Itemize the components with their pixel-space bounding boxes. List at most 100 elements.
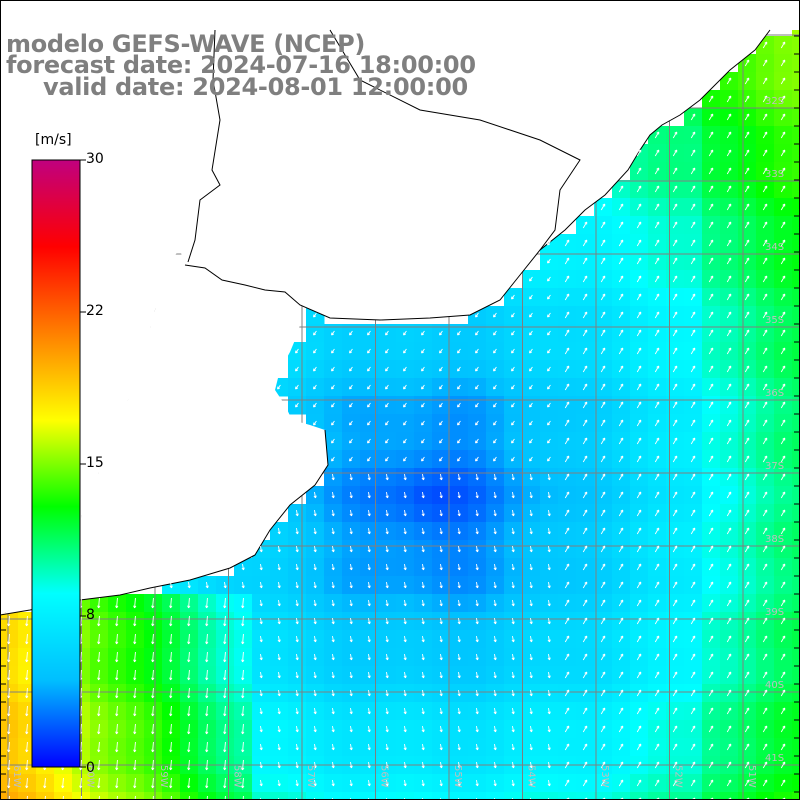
wave-arrow: [726, 329, 732, 337]
wave-arrow: [277, 581, 281, 589]
wave-arrow: [151, 633, 155, 645]
wave-arrow: [457, 348, 461, 354]
wave-arrow: [277, 671, 281, 679]
wave-arrow: [780, 383, 786, 391]
wave-arrow: [475, 384, 479, 390]
lon-label: 54W: [526, 765, 537, 788]
wave-arrow: [654, 473, 660, 481]
wave-arrow: [349, 671, 353, 679]
wave-arrow: [277, 384, 281, 390]
wave-arrow: [493, 635, 497, 643]
wave-arrow: [313, 312, 317, 318]
wave-arrow: [511, 330, 515, 336]
wave-arrow: [457, 779, 461, 787]
wave-arrow: [133, 669, 137, 681]
wave-arrow: [277, 563, 281, 571]
wave-arrow: [295, 581, 299, 589]
wave-arrow: [511, 743, 515, 751]
wave-arrow: [133, 615, 137, 627]
wave-arrow: [331, 725, 335, 733]
wave-arrow: [457, 671, 461, 679]
wave-arrow: [295, 384, 299, 390]
wave-arrow: [780, 509, 786, 517]
wave-arrow: [439, 473, 443, 481]
wave-arrow: [780, 275, 786, 283]
wave-arrow: [25, 687, 29, 699]
wave-arrow: [690, 743, 696, 751]
wave-arrow: [295, 617, 299, 625]
wave-arrow: [529, 491, 533, 499]
wave-arrow: [475, 545, 479, 553]
wave-arrow: [241, 669, 245, 681]
wave-arrow: [690, 185, 696, 193]
wave-arrow: [708, 563, 714, 571]
wave-arrow: [529, 456, 533, 462]
wave-arrow: [780, 419, 786, 427]
wave-arrow: [564, 365, 570, 373]
wave-arrow: [547, 294, 551, 300]
wave-arrow: [654, 293, 660, 301]
wave-arrow: [457, 743, 461, 751]
title-valid-date: valid date: 2024-08-01 12:00:00: [43, 73, 468, 101]
wave-arrow: [493, 581, 497, 589]
wave-arrow: [349, 707, 353, 715]
wave-arrow: [457, 635, 461, 643]
wave-arrow: [385, 366, 389, 372]
wave-arrow: [349, 366, 353, 372]
wave-arrow: [205, 633, 209, 645]
wave-arrow: [367, 653, 371, 661]
wave-arrow: [672, 401, 678, 409]
wave-arrow: [511, 402, 515, 408]
wave-arrow: [115, 669, 119, 681]
wave-arrow: [672, 185, 678, 193]
wave-arrow: [367, 384, 371, 390]
wave-arrow: [618, 185, 624, 193]
wave-arrow: [618, 635, 624, 643]
wave-arrow: [780, 491, 786, 499]
wave-arrow: [313, 509, 317, 517]
lon-label: 51W: [746, 765, 757, 788]
wave-arrow: [654, 509, 660, 517]
wave-arrow: [367, 330, 371, 336]
wave-arrow: [187, 597, 191, 609]
wave-arrow: [762, 527, 768, 535]
wave-arrow: [547, 527, 551, 535]
wave-arrow: [493, 420, 497, 426]
wave-arrow: [618, 419, 624, 427]
wave-arrow: [762, 311, 768, 319]
wave-arrow: [367, 725, 371, 733]
wave-arrow: [241, 581, 245, 589]
wave-arrow: [708, 455, 714, 463]
wave-arrow: [564, 671, 570, 679]
wave-arrow: [547, 312, 551, 318]
wave-arrow: [690, 293, 696, 301]
wave-arrow: [349, 563, 353, 571]
wave-arrow: [547, 258, 551, 264]
wave-arrow: [511, 527, 515, 535]
wave-arrow: [547, 617, 551, 625]
wave-arrow: [493, 761, 497, 769]
wave-arrow: [241, 723, 245, 735]
wave-arrow: [726, 347, 732, 355]
wave-arrow: [618, 707, 624, 715]
wave-arrow: [421, 743, 425, 751]
wave-arrow: [672, 491, 678, 499]
wave-arrow: [97, 687, 101, 699]
wave-arrow: [636, 491, 642, 499]
wave-arrow: [7, 633, 11, 645]
wave-arrow: [564, 761, 570, 769]
wave-arrow: [582, 347, 588, 355]
wave-arrow: [331, 384, 335, 390]
wave-arrow: [115, 615, 119, 627]
wave-arrow: [187, 741, 191, 753]
wave-arrow: [690, 725, 696, 733]
wave-arrow: [690, 365, 696, 373]
wave-arrow: [475, 330, 479, 336]
wave-arrow: [780, 527, 786, 535]
wave-arrow: [223, 669, 227, 681]
wave-arrow: [259, 599, 263, 607]
wave-arrow: [187, 651, 191, 663]
wave-arrow: [367, 581, 371, 589]
wave-arrow: [726, 707, 732, 715]
wave-arrow: [529, 617, 533, 625]
